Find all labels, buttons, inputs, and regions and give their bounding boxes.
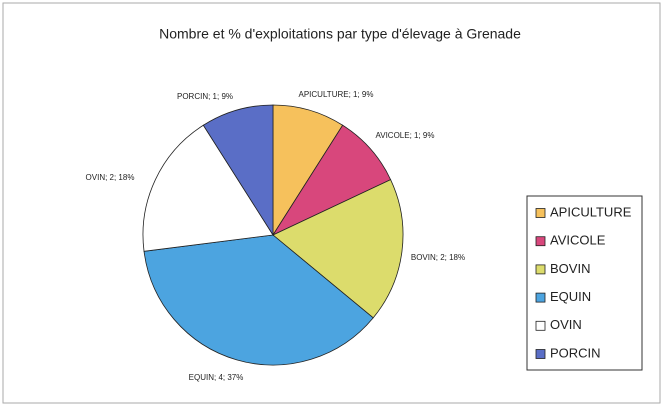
legend-swatch bbox=[535, 349, 546, 359]
legend-swatch bbox=[535, 320, 546, 331]
legend-swatch bbox=[535, 208, 546, 218]
data-label: PORCIN; 1; 9% bbox=[177, 92, 233, 101]
data-label: BOVIN; 2; 18% bbox=[411, 253, 465, 262]
data-label: APICULTURE; 1; 9% bbox=[299, 90, 374, 99]
pie-slice bbox=[142, 124, 274, 252]
chart-title: Nombre et % d'exploitations par type d'é… bbox=[159, 26, 521, 42]
pie-slice bbox=[202, 104, 274, 237]
legend-swatch bbox=[535, 236, 546, 247]
data-label: OVIN; 2; 18% bbox=[86, 173, 135, 182]
legend-label: OVIN bbox=[550, 317, 582, 332]
legend-swatch bbox=[535, 264, 546, 275]
pie-slice bbox=[272, 179, 404, 319]
legend-label: APICULTURE bbox=[550, 204, 632, 219]
legend-label: AVICOLE bbox=[550, 233, 606, 248]
pie-slice bbox=[143, 234, 374, 366]
data-label: EQUIN; 4; 37% bbox=[189, 373, 244, 382]
legend-box bbox=[526, 195, 643, 371]
legend-label: EQUIN bbox=[550, 289, 591, 304]
data-label: AVICOLE; 1; 9% bbox=[376, 131, 435, 140]
legend-swatch bbox=[535, 292, 546, 303]
legend-label: BOVIN bbox=[550, 261, 590, 276]
legend-label: PORCIN bbox=[550, 345, 601, 360]
